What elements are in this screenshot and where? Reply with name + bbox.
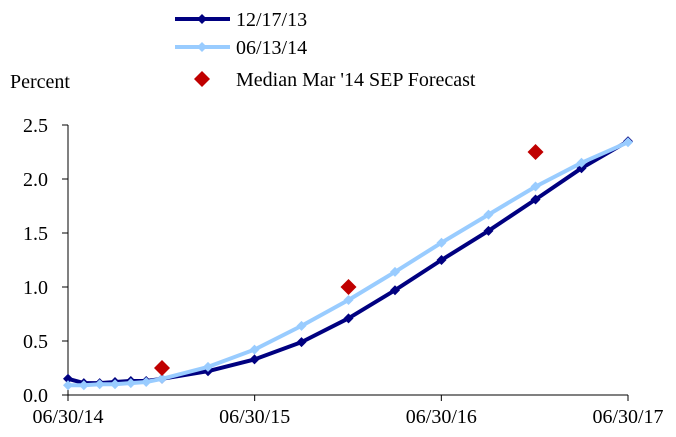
legend: 12/17/13 06/13/14 Median Mar '14 SEP Forec… bbox=[175, 9, 476, 91]
data-point bbox=[203, 361, 213, 372]
data-point bbox=[157, 373, 168, 384]
x-axis-ticks: 06/30/14 06/30/15 06/30/16 06/30/17 bbox=[32, 395, 664, 428]
y-tick-label: 1.0 bbox=[23, 277, 48, 299]
data-point bbox=[436, 255, 447, 265]
x-tick-label: 06/30/14 bbox=[32, 406, 103, 428]
series-line bbox=[67, 139, 630, 386]
data-point bbox=[343, 294, 354, 305]
legend-marker bbox=[194, 71, 210, 87]
series-2 bbox=[154, 144, 544, 376]
plot-area bbox=[63, 136, 633, 391]
data-point bbox=[110, 379, 121, 390]
y-tick-label: 2.0 bbox=[23, 169, 48, 191]
series-0 bbox=[63, 136, 633, 389]
series-line bbox=[68, 140, 629, 388]
y-tick-label: 1.5 bbox=[23, 223, 48, 245]
data-point bbox=[623, 137, 633, 148]
data-point bbox=[141, 377, 152, 388]
legend-item: Median Mar '14 SEP Forecast bbox=[194, 69, 476, 91]
data-point bbox=[296, 337, 307, 348]
x-tick-label: 06/30/15 bbox=[219, 406, 290, 428]
legend-item: 06/13/14 bbox=[175, 37, 307, 59]
y-tick-label: 0.0 bbox=[23, 385, 48, 407]
data-point bbox=[530, 194, 541, 205]
y-axis-label: Percent bbox=[10, 71, 70, 93]
data-point bbox=[125, 378, 136, 389]
legend-label: 12/17/13 bbox=[236, 9, 307, 31]
x-tick-label: 06/30/17 bbox=[592, 406, 663, 428]
axes bbox=[67, 125, 628, 396]
data-point bbox=[390, 285, 401, 296]
data-point bbox=[576, 157, 587, 168]
data-point bbox=[63, 380, 73, 391]
x-tick-label: 06/30/16 bbox=[406, 406, 477, 428]
series-1 bbox=[63, 137, 633, 391]
y-axis-ticks: 0.0 0.5 1.0 1.5 2.0 2.5 bbox=[23, 115, 68, 407]
data-point bbox=[296, 320, 307, 331]
y-tick-label: 0.5 bbox=[23, 331, 48, 353]
data-point bbox=[78, 380, 89, 391]
data-point bbox=[483, 225, 494, 236]
data-point bbox=[343, 313, 354, 324]
data-point bbox=[249, 354, 260, 365]
legend-marker bbox=[197, 42, 207, 52]
data-point bbox=[390, 266, 401, 277]
legend-item: 12/17/13 bbox=[175, 9, 307, 31]
data-point bbox=[249, 344, 260, 355]
data-point bbox=[483, 209, 494, 220]
data-point bbox=[94, 379, 105, 390]
data-point bbox=[530, 181, 541, 192]
forecast-point bbox=[527, 144, 544, 160]
data-point bbox=[63, 373, 73, 384]
legend-marker bbox=[197, 14, 207, 24]
data-point bbox=[436, 237, 447, 248]
legend-label: Median Mar '14 SEP Forecast bbox=[236, 69, 476, 91]
legend-label: 06/13/14 bbox=[236, 37, 307, 59]
y-tick-label: 2.5 bbox=[23, 115, 48, 137]
forecast-point bbox=[154, 360, 171, 376]
forecast-point bbox=[340, 279, 357, 295]
